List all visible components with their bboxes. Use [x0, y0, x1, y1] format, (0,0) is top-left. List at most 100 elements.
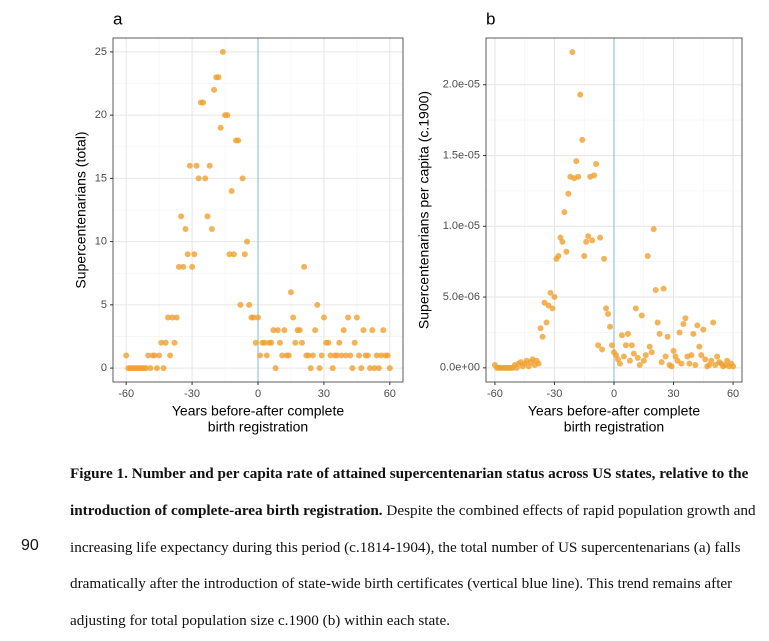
- y-tick-label: 5.0e-06: [443, 291, 480, 303]
- point: [186, 162, 193, 169]
- point: [384, 352, 391, 359]
- point: [351, 339, 358, 346]
- point: [609, 342, 616, 349]
- y-tick-label: 25: [95, 46, 107, 58]
- point: [680, 320, 687, 327]
- point: [268, 339, 275, 346]
- point: [628, 342, 635, 349]
- point: [287, 289, 294, 296]
- point: [184, 251, 191, 258]
- point: [312, 327, 319, 334]
- y-tick-label: 5: [101, 299, 107, 311]
- point: [255, 314, 261, 321]
- point: [153, 365, 160, 372]
- point: [676, 329, 683, 336]
- point: [591, 172, 598, 179]
- point: [263, 352, 270, 359]
- point: [347, 352, 354, 359]
- point: [593, 160, 600, 167]
- point: [162, 339, 169, 346]
- point: [156, 352, 163, 359]
- point: [380, 327, 387, 334]
- point: [270, 327, 277, 334]
- x-tick-label: -30: [547, 388, 563, 400]
- point: [367, 365, 374, 372]
- point: [217, 124, 224, 131]
- point: [285, 352, 292, 359]
- point: [158, 339, 165, 346]
- point: [618, 332, 625, 339]
- point: [624, 330, 631, 337]
- point: [626, 357, 633, 364]
- point: [638, 312, 645, 319]
- point: [652, 286, 659, 293]
- point: [543, 319, 550, 326]
- point: [325, 339, 332, 346]
- point: [296, 327, 303, 334]
- panel-label: a: [113, 9, 123, 28]
- point: [342, 352, 349, 359]
- point: [583, 238, 590, 245]
- x-axis-label: birth registration: [564, 419, 664, 435]
- point: [670, 347, 677, 354]
- point: [171, 339, 178, 346]
- y-axis-label: Supercentenarians (total): [73, 131, 89, 288]
- point: [206, 162, 213, 169]
- panel-label: b: [486, 9, 495, 28]
- point: [698, 352, 705, 359]
- point: [710, 319, 717, 326]
- point: [589, 237, 596, 244]
- point: [640, 357, 647, 364]
- point: [636, 362, 643, 369]
- y-tick-label: 10: [95, 236, 107, 248]
- point: [535, 360, 542, 367]
- point: [189, 263, 196, 270]
- point: [632, 305, 639, 312]
- panel-border: [112, 37, 404, 383]
- x-axis-label: Years before-after complete: [172, 403, 344, 419]
- x-tick-label: -60: [487, 388, 503, 400]
- caption: Figure 1. Number and per capita rate of …: [70, 456, 760, 640]
- point: [272, 365, 279, 372]
- point: [316, 365, 323, 372]
- x-tick-label: 0: [611, 388, 617, 400]
- point: [369, 327, 376, 334]
- point: [386, 365, 393, 372]
- point: [281, 327, 288, 334]
- point: [644, 253, 651, 260]
- point: [309, 352, 316, 359]
- point: [292, 339, 299, 346]
- point: [246, 301, 253, 308]
- point: [318, 352, 325, 359]
- point: [195, 175, 202, 182]
- x-tick-label: 30: [318, 388, 330, 400]
- line-number: 90: [21, 537, 39, 554]
- caption-bold: Figure 1. Number and per capita rate of …: [70, 465, 749, 519]
- point: [160, 365, 167, 372]
- point: [730, 363, 737, 370]
- point: [145, 352, 152, 359]
- point: [340, 327, 347, 334]
- point: [581, 253, 588, 260]
- point: [164, 314, 171, 321]
- point: [547, 289, 554, 296]
- point: [200, 99, 207, 106]
- panel-border: [485, 37, 743, 383]
- point: [191, 251, 198, 258]
- point: [123, 352, 130, 359]
- point: [224, 112, 231, 119]
- point: [555, 253, 562, 260]
- point: [334, 352, 341, 359]
- point: [345, 314, 352, 321]
- point: [565, 190, 572, 197]
- x-axis-label: Years before-after complete: [528, 403, 700, 419]
- point: [204, 213, 211, 220]
- point: [329, 365, 336, 372]
- point: [559, 238, 566, 245]
- point: [353, 314, 360, 321]
- x-tick-label: -60: [118, 388, 134, 400]
- point: [215, 74, 222, 81]
- point: [169, 314, 176, 321]
- point: [276, 339, 283, 346]
- point: [208, 225, 215, 232]
